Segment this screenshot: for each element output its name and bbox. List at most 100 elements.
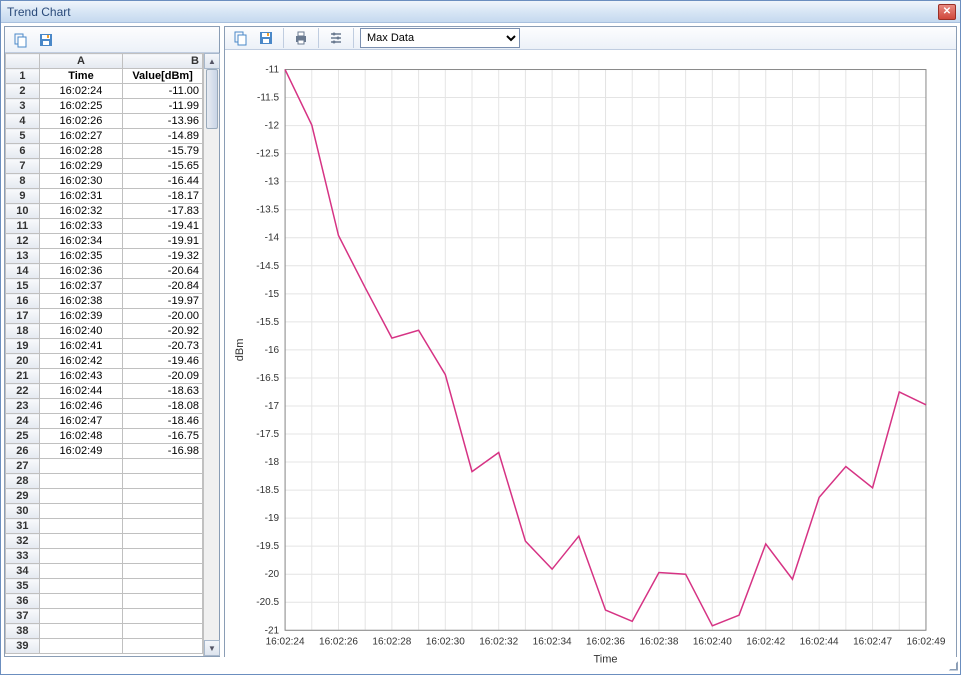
value-cell[interactable]: -11.99 xyxy=(123,99,203,114)
value-cell[interactable]: -18.08 xyxy=(123,399,203,414)
value-cell[interactable]: -18.63 xyxy=(123,384,203,399)
value-cell[interactable]: -19.41 xyxy=(123,219,203,234)
scroll-thumb[interactable] xyxy=(206,69,218,129)
value-cell[interactable]: -16.44 xyxy=(123,174,203,189)
row-number[interactable]: 33 xyxy=(6,549,40,564)
row-number[interactable]: 14 xyxy=(6,264,40,279)
row-number[interactable]: 5 xyxy=(6,129,40,144)
row-number[interactable]: 3 xyxy=(6,99,40,114)
empty-cell[interactable] xyxy=(39,504,122,519)
time-cell[interactable]: 16:02:35 xyxy=(39,249,122,264)
time-cell[interactable]: 16:02:44 xyxy=(39,384,122,399)
value-cell[interactable]: -19.91 xyxy=(123,234,203,249)
row-number[interactable]: 18 xyxy=(6,324,40,339)
empty-cell[interactable] xyxy=(39,594,122,609)
time-cell[interactable]: 16:02:29 xyxy=(39,159,122,174)
row-number[interactable]: 2 xyxy=(6,84,40,99)
empty-cell[interactable] xyxy=(123,624,203,639)
time-cell[interactable]: 16:02:48 xyxy=(39,429,122,444)
row-number[interactable]: 15 xyxy=(6,279,40,294)
row-number[interactable]: 34 xyxy=(6,564,40,579)
time-cell[interactable]: 16:02:33 xyxy=(39,219,122,234)
empty-cell[interactable] xyxy=(39,639,122,654)
save-chart-button[interactable] xyxy=(255,27,277,49)
time-cell[interactable]: 16:02:26 xyxy=(39,114,122,129)
row-number[interactable]: 19 xyxy=(6,339,40,354)
value-cell[interactable]: -14.89 xyxy=(123,129,203,144)
save-button[interactable] xyxy=(35,29,57,51)
row-number[interactable]: 25 xyxy=(6,429,40,444)
empty-cell[interactable] xyxy=(123,504,203,519)
empty-cell[interactable] xyxy=(123,489,203,504)
row-number[interactable]: 26 xyxy=(6,444,40,459)
value-cell[interactable]: -16.98 xyxy=(123,444,203,459)
time-cell[interactable]: 16:02:39 xyxy=(39,309,122,324)
empty-cell[interactable] xyxy=(39,579,122,594)
value-cell[interactable]: -20.92 xyxy=(123,324,203,339)
row-number[interactable]: 23 xyxy=(6,399,40,414)
empty-cell[interactable] xyxy=(123,459,203,474)
settings-button[interactable] xyxy=(325,27,347,49)
empty-cell[interactable] xyxy=(39,519,122,534)
empty-cell[interactable] xyxy=(123,609,203,624)
empty-cell[interactable] xyxy=(39,474,122,489)
row-number[interactable]: 9 xyxy=(6,189,40,204)
cell[interactable]: Time xyxy=(39,69,122,84)
value-cell[interactable]: -19.97 xyxy=(123,294,203,309)
scroll-up-button[interactable]: ▲ xyxy=(204,53,220,69)
row-number[interactable]: 16 xyxy=(6,294,40,309)
col-header-b[interactable]: B xyxy=(123,54,203,69)
time-cell[interactable]: 16:02:37 xyxy=(39,279,122,294)
print-button[interactable] xyxy=(290,27,312,49)
time-cell[interactable]: 16:02:38 xyxy=(39,294,122,309)
empty-cell[interactable] xyxy=(39,609,122,624)
time-cell[interactable]: 16:02:49 xyxy=(39,444,122,459)
time-cell[interactable]: 16:02:31 xyxy=(39,189,122,204)
row-number[interactable]: 37 xyxy=(6,609,40,624)
empty-cell[interactable] xyxy=(123,639,203,654)
close-button[interactable]: ✕ xyxy=(938,4,956,20)
time-cell[interactable]: 16:02:46 xyxy=(39,399,122,414)
time-cell[interactable]: 16:02:30 xyxy=(39,174,122,189)
value-cell[interactable]: -11.00 xyxy=(123,84,203,99)
row-number[interactable]: 11 xyxy=(6,219,40,234)
data-grid[interactable]: AB1TimeValue[dBm]216:02:24-11.00316:02:2… xyxy=(5,53,203,656)
time-cell[interactable]: 16:02:32 xyxy=(39,204,122,219)
empty-cell[interactable] xyxy=(39,624,122,639)
value-cell[interactable]: -15.79 xyxy=(123,144,203,159)
empty-cell[interactable] xyxy=(39,564,122,579)
empty-cell[interactable] xyxy=(123,579,203,594)
row-number[interactable]: 31 xyxy=(6,519,40,534)
row-number[interactable]: 28 xyxy=(6,474,40,489)
value-cell[interactable]: -13.96 xyxy=(123,114,203,129)
empty-cell[interactable] xyxy=(123,534,203,549)
row-number[interactable]: 8 xyxy=(6,174,40,189)
time-cell[interactable]: 16:02:34 xyxy=(39,234,122,249)
value-cell[interactable]: -20.73 xyxy=(123,339,203,354)
value-cell[interactable]: -20.64 xyxy=(123,264,203,279)
row-number[interactable]: 12 xyxy=(6,234,40,249)
row-number[interactable]: 17 xyxy=(6,309,40,324)
time-cell[interactable]: 16:02:27 xyxy=(39,129,122,144)
time-cell[interactable]: 16:02:36 xyxy=(39,264,122,279)
cell[interactable]: Value[dBm] xyxy=(123,69,203,84)
row-number[interactable]: 10 xyxy=(6,204,40,219)
value-cell[interactable]: -19.32 xyxy=(123,249,203,264)
time-cell[interactable]: 16:02:28 xyxy=(39,144,122,159)
time-cell[interactable]: 16:02:25 xyxy=(39,99,122,114)
row-number[interactable]: 13 xyxy=(6,249,40,264)
col-header-a[interactable]: A xyxy=(39,54,122,69)
empty-cell[interactable] xyxy=(39,534,122,549)
time-cell[interactable]: 16:02:43 xyxy=(39,369,122,384)
empty-cell[interactable] xyxy=(123,594,203,609)
row-number[interactable]: 29 xyxy=(6,489,40,504)
row-number[interactable]: 36 xyxy=(6,594,40,609)
vertical-scrollbar[interactable]: ▲ ▼ xyxy=(203,53,219,656)
row-number[interactable]: 22 xyxy=(6,384,40,399)
value-cell[interactable]: -19.46 xyxy=(123,354,203,369)
value-cell[interactable]: -15.65 xyxy=(123,159,203,174)
value-cell[interactable]: -20.84 xyxy=(123,279,203,294)
time-cell[interactable]: 16:02:40 xyxy=(39,324,122,339)
row-number[interactable]: 30 xyxy=(6,504,40,519)
time-cell[interactable]: 16:02:47 xyxy=(39,414,122,429)
